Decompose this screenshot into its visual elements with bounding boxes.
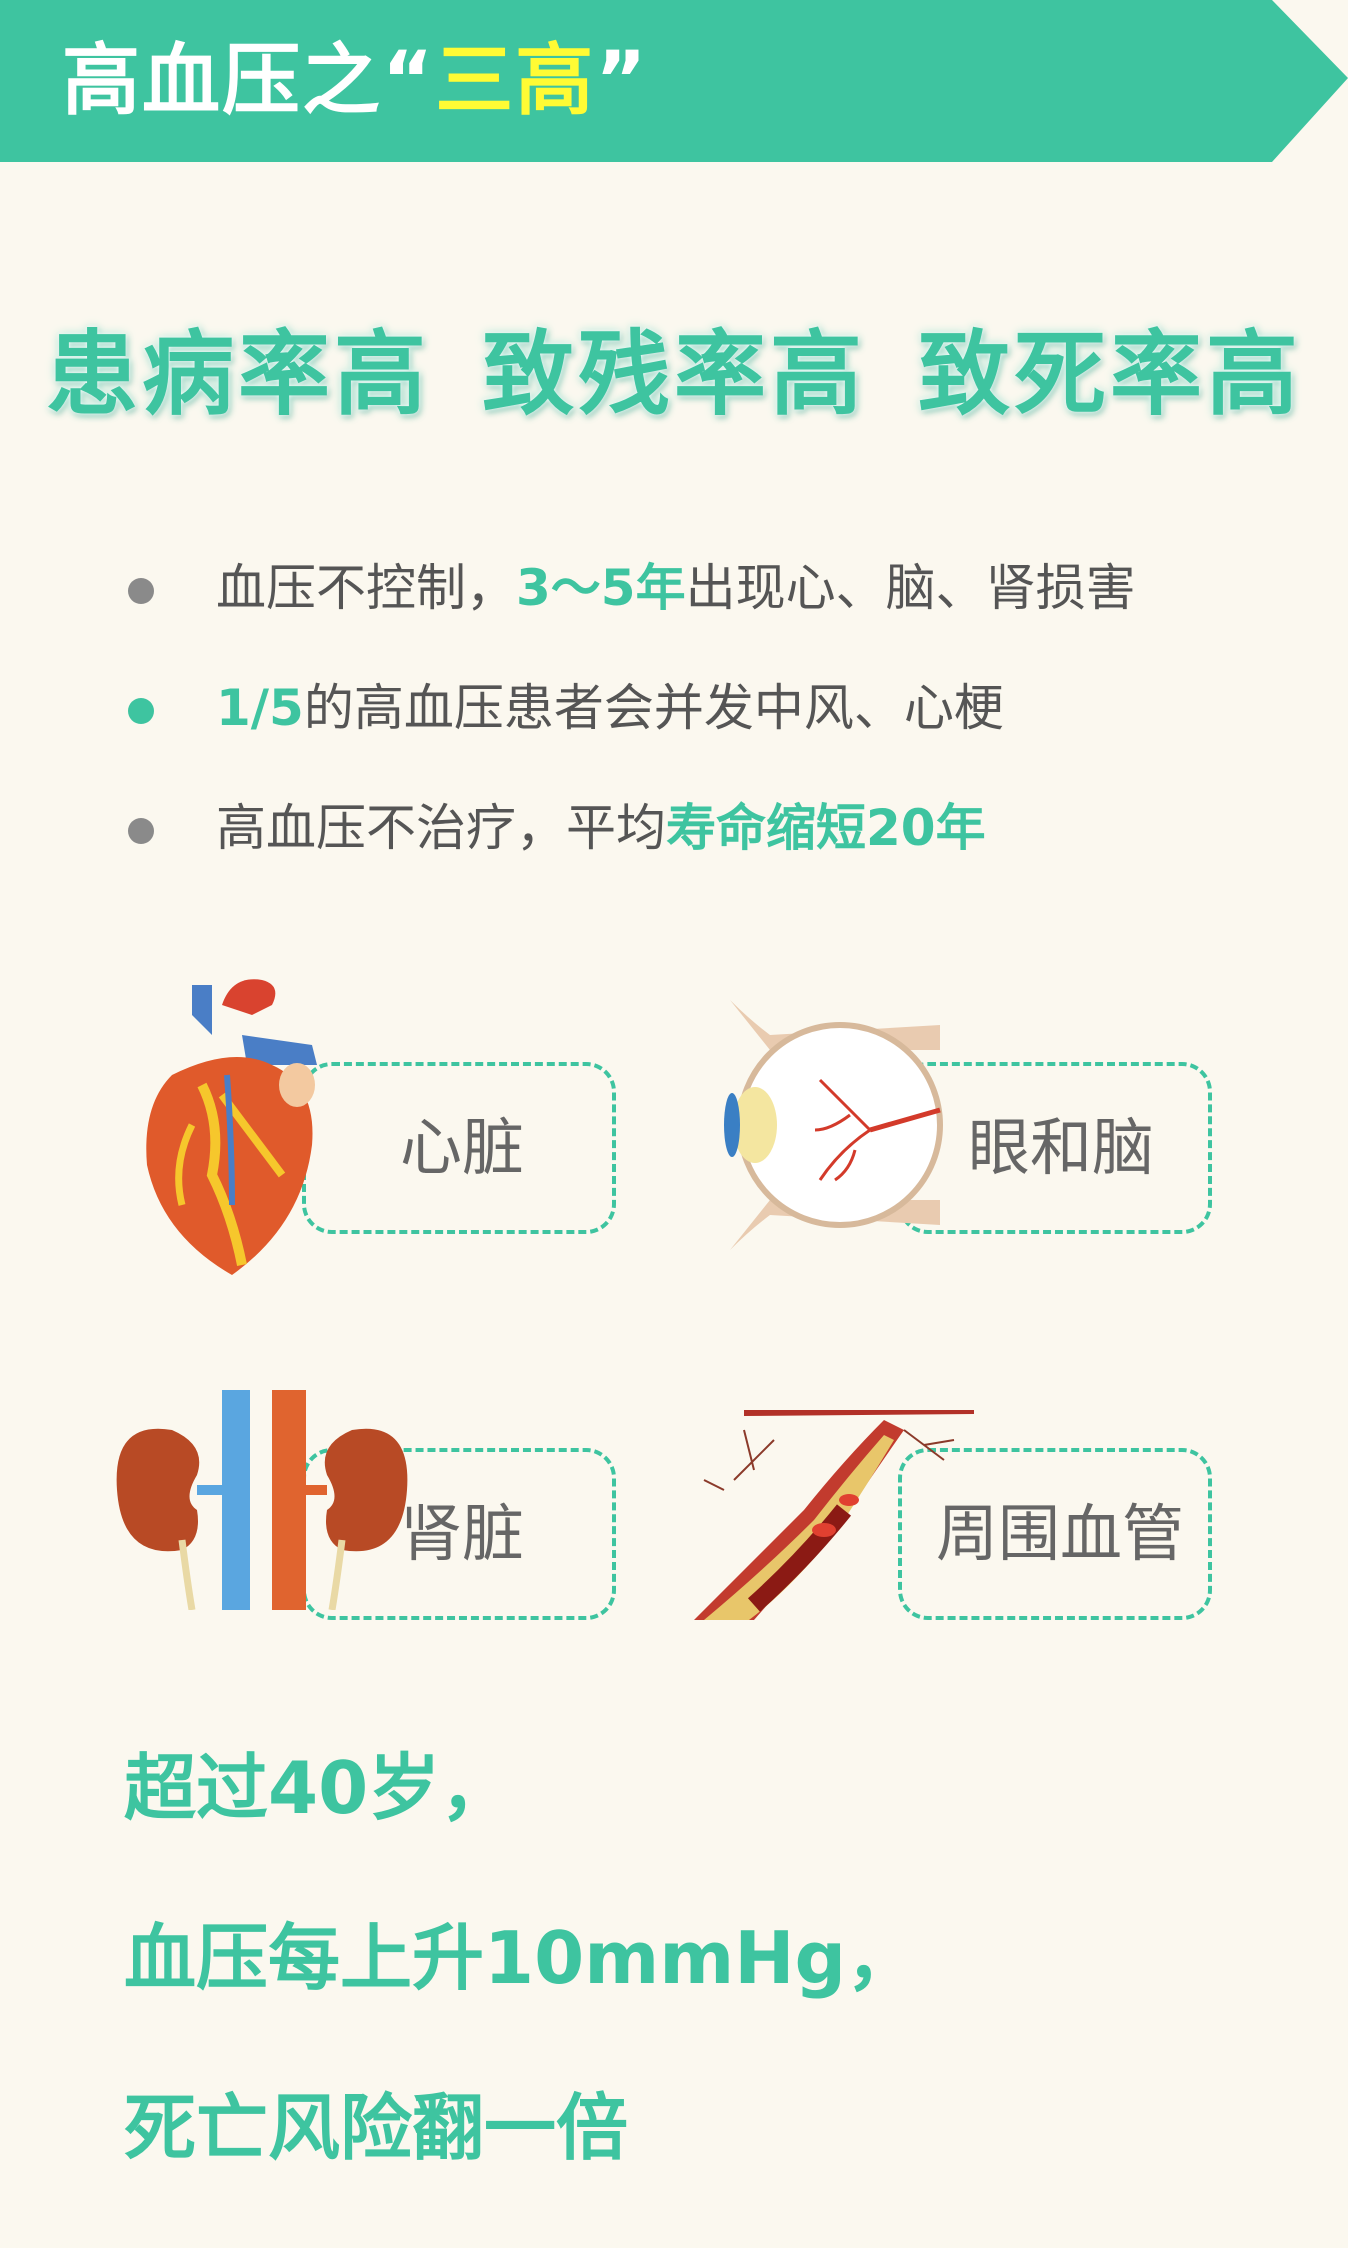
bullet-text: 血压不控制， <box>216 559 516 617</box>
closing-statement: 超过40岁， 血压每上升10mmHg， 死亡风险翻一倍 <box>124 1738 918 2248</box>
bullet-list: 血压不控制，3～5年出现心、脑、肾损害 1/5的高血压患者会并发中风、心梗 高血… <box>128 528 1278 888</box>
organ-label-heart: 心脏 <box>400 1111 525 1184</box>
vessel-label-box <box>898 1448 1212 1620</box>
bullet-text: 出现心、脑、肾损害 <box>685 559 1136 617</box>
list-item: 1/5的高血压患者会并发中风、心梗 <box>128 648 1278 768</box>
banner-shape <box>0 0 1348 162</box>
organ-label-vessel: 周围血管 <box>936 1497 1185 1570</box>
headline: 患病率高 致残率高 致死率高 <box>0 300 1348 433</box>
bullet-highlight: 3～5年 <box>516 559 686 617</box>
bullet-text: 高血压不治疗，平均 <box>216 799 666 857</box>
bullet-text: 的高血压患者会并发中风、心梗 <box>303 679 1004 737</box>
blood-vessel-icon <box>694 1400 974 1624</box>
organ-label-eye-brain: 眼和脑 <box>968 1111 1155 1184</box>
list-item: 血压不控制，3～5年出现心、脑、肾损害 <box>128 528 1278 648</box>
list-item: 高血压不治疗，平均寿命缩短20年 <box>128 768 1278 888</box>
page-title: 高血压之“三高” <box>62 28 649 134</box>
headline-mortality: 致死率高 <box>918 321 1303 428</box>
headline-disability: 致残率高 <box>481 321 866 428</box>
bullet-dot <box>128 698 154 724</box>
quote-close: ” <box>595 36 649 126</box>
bullet-highlight: 寿命缩短20年 <box>666 799 986 857</box>
quote-open: “ <box>382 36 436 126</box>
heart-icon <box>132 975 332 1289</box>
headline-prevalence: 患病率高 <box>45 321 430 428</box>
kidney-icon <box>112 1390 412 1614</box>
title-prefix: 高血压之 <box>62 36 383 126</box>
title-banner: 高血压之“三高” <box>0 0 1348 162</box>
bullet-highlight: 1/5 <box>216 679 304 737</box>
closing-line-2: 血压每上升10mmHg， <box>124 1916 919 2000</box>
organ-label-kidney: 肾脏 <box>400 1497 525 1570</box>
eye-icon <box>710 980 950 1274</box>
bullet-dot <box>128 818 154 844</box>
closing-line-1: 超过40岁， <box>124 1746 513 1830</box>
closing-line-3: 死亡风险翻一倍 <box>124 2086 629 2170</box>
title-highlight: 三高 <box>435 36 596 126</box>
bullet-dot <box>128 578 154 604</box>
